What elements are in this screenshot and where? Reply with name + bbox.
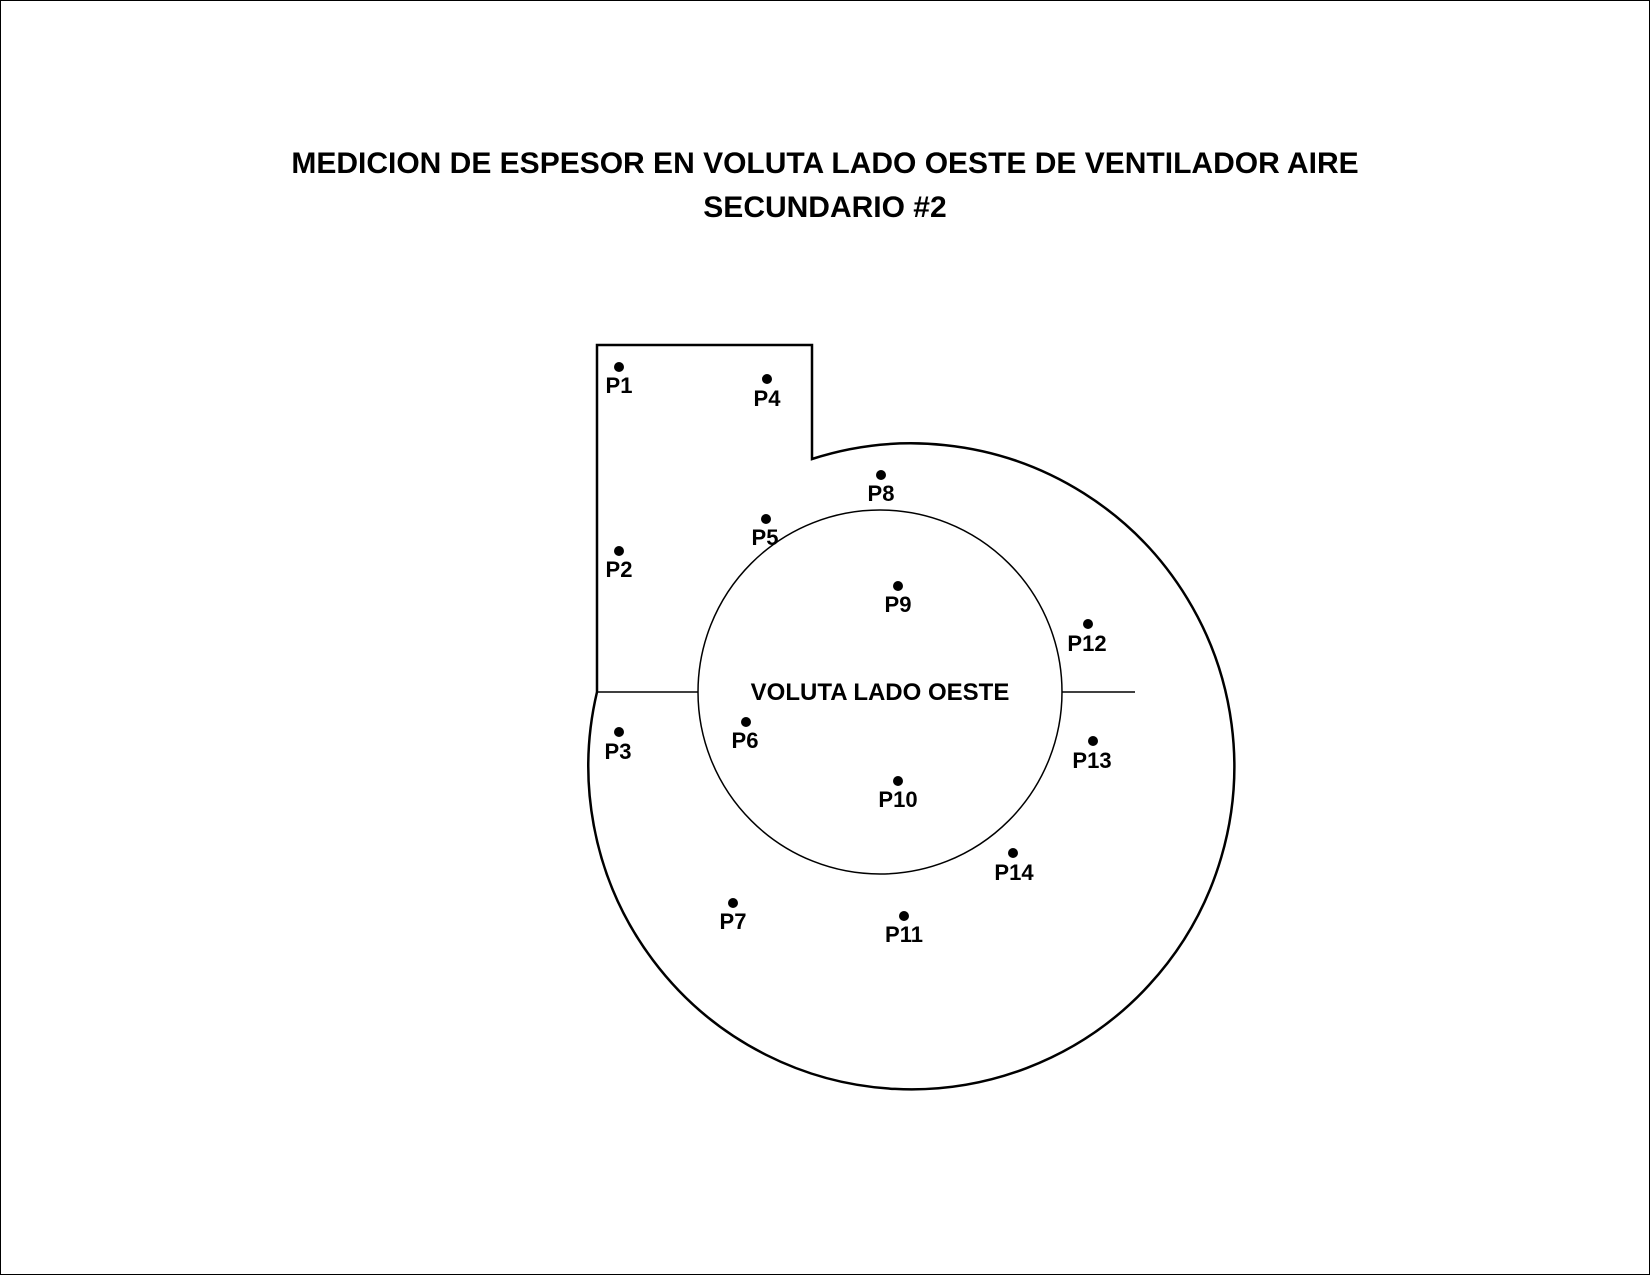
point-label: P11 [885,922,923,947]
point-dot [614,362,624,372]
measurement-point-p13: P13 [1072,736,1112,773]
point-label: P1 [606,373,633,398]
point-dot [1083,619,1093,629]
point-dot [761,514,771,524]
point-dot [614,727,624,737]
measurement-point-p1: P1 [606,362,633,398]
point-label: P10 [878,787,917,812]
page-title: MEDICION DE ESPESOR EN VOLUTA LADO OESTE… [0,142,1650,230]
point-dot [762,374,772,384]
measurement-point-p7: P7 [720,898,747,934]
point-label: P7 [720,909,747,934]
measurement-point-p9: P9 [885,581,912,617]
measurement-point-p5: P5 [752,514,779,550]
point-dot [876,470,886,480]
measurement-point-p10: P10 [878,776,918,812]
point-dot [614,546,624,556]
point-dot [899,911,909,921]
point-label: P14 [994,860,1034,885]
center-label: VOLUTA LADO OESTE [751,679,1010,706]
measurement-point-p2: P2 [606,546,633,582]
point-label: P6 [732,728,759,753]
measurement-point-p14: P14 [994,848,1034,885]
point-dot [893,581,903,591]
title-line-2: SECUNDARIO #2 [703,191,947,224]
measurement-point-p8: P8 [868,470,895,506]
point-dot [1008,848,1018,858]
point-dot [728,898,738,908]
point-label: P3 [605,739,632,764]
volute-outline [587,343,1236,1091]
measurement-point-p11: P11 [885,911,923,947]
point-dot [893,776,903,786]
point-label: P2 [606,557,633,582]
point-label: P12 [1067,631,1106,656]
measurement-point-p6: P6 [732,717,759,753]
point-dot [1088,736,1098,746]
measurement-point-p3: P3 [605,727,632,764]
point-label: P9 [885,592,912,617]
point-label: P8 [868,481,895,506]
title-line-1: MEDICION DE ESPESOR EN VOLUTA LADO OESTE… [291,147,1359,180]
point-dot [741,717,751,727]
point-label: P4 [754,386,782,411]
measurement-point-p12: P12 [1067,619,1107,656]
point-label: P5 [752,525,779,550]
measurement-point-p4: P4 [754,374,782,411]
point-label: P13 [1072,748,1111,773]
